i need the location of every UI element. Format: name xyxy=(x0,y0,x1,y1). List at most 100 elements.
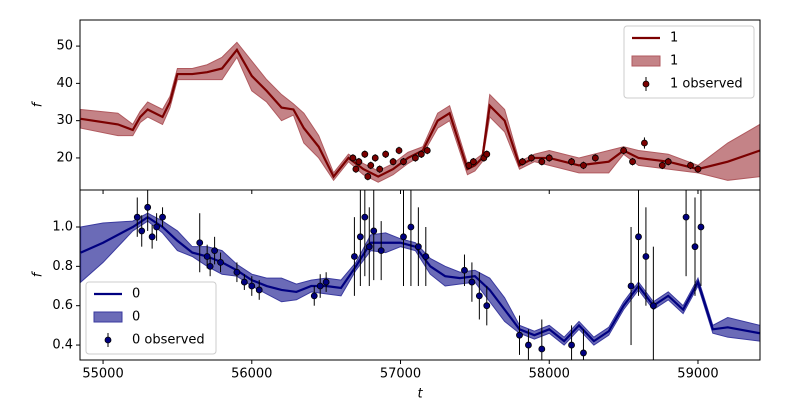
observed-point xyxy=(400,233,407,241)
observed-point xyxy=(641,139,648,147)
observed-point xyxy=(255,286,263,294)
observed-point xyxy=(411,154,419,162)
legend-label: 0 xyxy=(132,310,140,325)
observed-point xyxy=(422,253,430,260)
observed-point xyxy=(138,227,146,235)
x-tick-label: 59000 xyxy=(677,367,718,382)
legend: 0 0 0 observed xyxy=(85,281,217,355)
observed-point xyxy=(516,331,523,339)
observed-point xyxy=(568,341,575,349)
observed-point xyxy=(642,253,650,260)
observed-point xyxy=(664,158,672,166)
observed-point xyxy=(658,161,666,169)
legend-marker xyxy=(104,336,112,344)
observed-point xyxy=(519,158,526,166)
observed-point xyxy=(144,203,152,211)
observed-point xyxy=(240,278,248,286)
observed-point xyxy=(483,302,491,310)
observed-point xyxy=(355,158,363,166)
y-tick-label: 40 xyxy=(56,76,73,91)
observed-point xyxy=(649,302,657,310)
observed-point xyxy=(351,253,358,260)
legend-patch xyxy=(93,311,123,323)
observed-point xyxy=(389,158,397,166)
observed-point xyxy=(527,154,535,162)
observed-point xyxy=(233,268,241,276)
observed-point xyxy=(153,223,160,231)
observed-point xyxy=(580,161,587,169)
observed-point xyxy=(206,262,214,270)
observed-point xyxy=(468,278,476,286)
observed-point xyxy=(525,341,532,349)
observed-point xyxy=(620,147,628,154)
x-axis-label: t xyxy=(417,387,423,400)
observed-point xyxy=(148,233,156,241)
observed-point xyxy=(475,292,483,300)
observed-point xyxy=(414,243,422,251)
observed-point xyxy=(423,147,431,154)
observed-point xyxy=(407,223,415,231)
y-tick-label: 0.6 xyxy=(52,298,73,313)
observed-point xyxy=(483,150,491,158)
observed-point xyxy=(691,243,699,251)
observed-point xyxy=(687,161,694,169)
legend-label: 0 xyxy=(132,287,140,302)
y-axis-label: f xyxy=(31,100,46,107)
y-tick-label: 1.0 xyxy=(52,219,73,234)
observed-point xyxy=(310,292,318,300)
observed-point xyxy=(627,282,635,290)
confidence-band xyxy=(80,212,760,346)
legend: 1 1 1 observed xyxy=(623,25,755,99)
observed-point xyxy=(382,150,390,158)
observed-point xyxy=(538,158,546,166)
x-tick-label: 56000 xyxy=(231,367,272,382)
plot-area xyxy=(80,190,760,360)
observed-point xyxy=(568,158,575,166)
observed-point xyxy=(682,213,690,221)
legend-box xyxy=(85,281,217,355)
observed-point xyxy=(364,173,372,180)
legend-label: 1 observed xyxy=(670,77,743,92)
observed-point xyxy=(538,345,546,353)
observed-point xyxy=(580,349,587,357)
fit-line xyxy=(80,47,760,179)
observed-point xyxy=(400,158,407,166)
observed-point xyxy=(365,243,373,251)
legend-patch xyxy=(631,55,661,67)
x-tick-label: 58000 xyxy=(529,367,570,382)
legend-label: 1 xyxy=(670,54,678,69)
observed-point xyxy=(248,282,256,290)
observed-point xyxy=(395,147,403,154)
observed-point xyxy=(159,213,166,221)
observed-point xyxy=(371,154,379,162)
observed-point xyxy=(697,223,705,231)
observed-point xyxy=(203,253,211,260)
legend-box xyxy=(623,25,755,99)
observed-point xyxy=(349,154,357,162)
x-tick-label: 55000 xyxy=(82,367,123,382)
observed-point xyxy=(469,158,477,166)
axes-frame xyxy=(79,189,761,361)
observed-point xyxy=(316,282,324,290)
observed-point xyxy=(352,165,360,173)
observed-point xyxy=(591,154,599,162)
observed-point xyxy=(417,150,425,158)
y-tick-label: 0.4 xyxy=(52,338,73,353)
y-tick-label: 0.8 xyxy=(52,259,73,274)
confidence-band xyxy=(80,41,760,183)
legend-label: 0 observed xyxy=(132,333,205,348)
observed-point xyxy=(211,247,219,255)
legend-marker xyxy=(642,80,650,88)
observed-point xyxy=(322,278,330,286)
observed-point xyxy=(217,259,224,266)
observed-point xyxy=(370,227,378,235)
observed-point xyxy=(361,213,369,221)
y-tick-label: 30 xyxy=(56,113,73,128)
x-tick-label: 57000 xyxy=(380,367,421,382)
y-tick-label: 50 xyxy=(56,39,73,54)
legend-label: 1 xyxy=(670,31,678,46)
plot-area xyxy=(80,41,760,183)
observed-point xyxy=(465,161,473,169)
y-axis-label: f xyxy=(31,270,46,277)
